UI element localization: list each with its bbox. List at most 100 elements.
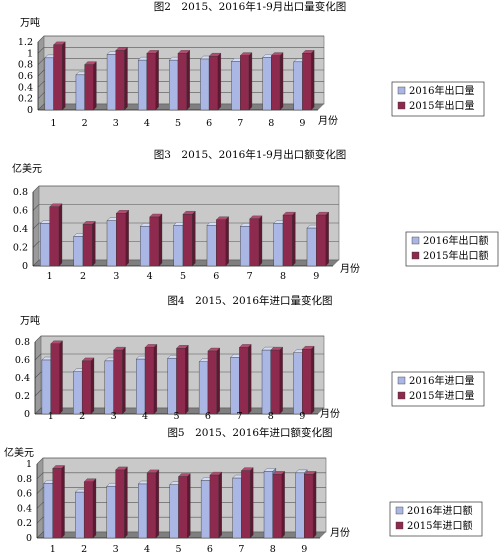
legend-swatch: [411, 251, 420, 260]
chart-export-volume: 图2 2015、2016年1-9月出口量变化图 万吨 0 0.2 0.4 0.6 0.8 1 1…: [0, 0, 500, 140]
gridline-side: [36, 531, 44, 539]
legend-swatch: [397, 86, 406, 95]
legend: 2016年进口量 2015年进口量: [391, 371, 485, 407]
legend-label: 2016年进口额: [407, 504, 472, 517]
y-tick-label: 0: [22, 261, 28, 272]
gridline-side: [32, 204, 40, 211]
chart-title: 图2 2015、2016年1-9月出口量变化图: [154, 0, 347, 13]
x-tick-label: 7: [236, 411, 242, 422]
x-axis-label: 月份: [330, 527, 350, 539]
gridline-side: [37, 69, 45, 77]
x-tick-label: 2: [82, 118, 88, 129]
x-tick-label: 2: [79, 411, 85, 422]
x-tick-label: 7: [238, 544, 244, 555]
legend-swatch: [395, 506, 404, 515]
bar-2015-4: [149, 213, 163, 267]
gridline-side: [37, 103, 45, 111]
chart-import-volume: 图4 2015、2016年进口量变化图 万吨 0 0.2 0.4 0.6 0.8 1 2 3 4 5 6…: [0, 290, 500, 430]
chart-import-value: 图5 2015、2016年进口额变化图 亿美元 0 0.2 0.4 0.6 0.8 1 1 2 3 4…: [0, 426, 500, 555]
y-tick-label: 0: [27, 105, 33, 116]
legend: 2016年进口额 2015年进口额: [389, 501, 483, 537]
y-tick-label: 0.4: [13, 224, 28, 235]
legend-label: 2015年出口量: [409, 99, 474, 112]
gridline-side: [36, 516, 44, 524]
gridline-side: [36, 472, 44, 480]
legend: 2016年出口额 2015年出口额: [405, 231, 499, 267]
gridline-side: [32, 185, 40, 193]
legend-label: 2016年出口量: [409, 84, 474, 97]
x-tick-label: 8: [268, 118, 274, 129]
bar-2015-8: [272, 470, 285, 539]
bar-2015-4: [144, 344, 158, 415]
legend-swatch: [397, 101, 406, 110]
bar-2015-6: [215, 216, 230, 267]
legend-label: 2016年出口额: [423, 234, 488, 247]
gridline-side: [34, 389, 42, 397]
bar-2015-3: [115, 47, 128, 111]
bar-2015-3: [115, 466, 128, 539]
y-tick-label: 0.2: [15, 391, 30, 402]
y-tick-label: 0.4: [18, 82, 33, 93]
x-tick-label: 4: [144, 118, 150, 129]
legend-swatch: [397, 391, 406, 400]
gridline-side: [34, 371, 42, 379]
bar-2015-1: [49, 203, 63, 267]
y-tick-label: 0.2: [18, 94, 33, 105]
x-tick-label: 3: [113, 544, 119, 555]
legend-label: 2015年进口额: [407, 519, 472, 532]
bar-2015-2: [83, 478, 97, 539]
gridline-side: [32, 259, 40, 267]
bar-2015-7: [239, 344, 252, 415]
legend-swatch: [395, 521, 404, 530]
x-tick-label: 2: [80, 271, 86, 282]
gridline-side: [37, 81, 45, 88]
bar-2015-6: [208, 52, 222, 111]
bar-2015-5: [182, 210, 196, 267]
bar-2015-5: [178, 473, 191, 539]
legend-label: 2015年出口额: [423, 249, 488, 262]
x-tick-label: 1: [51, 118, 57, 129]
y-axis-unit: 万吨: [20, 314, 40, 327]
y-tick-label: 0.6: [15, 355, 30, 366]
x-tick-label: 6: [213, 271, 219, 282]
bar-2015-2: [82, 221, 96, 267]
bar-2015-2: [81, 357, 95, 415]
y-tick-label: 0: [24, 409, 30, 420]
y-tick-label: 1.2: [18, 37, 33, 48]
gridline-side: [34, 353, 42, 361]
x-axis-label: 月份: [320, 408, 340, 420]
legend-label: 2016年进口量: [409, 374, 474, 387]
x-tick-label: 9: [301, 544, 307, 555]
bar-2015-3: [113, 346, 126, 415]
x-tick-label: 5: [173, 411, 179, 422]
bar-2015-9: [301, 345, 315, 415]
x-tick-label: 3: [113, 118, 119, 129]
x-tick-label: 8: [280, 271, 286, 282]
y-axis-unit: 亿美元: [12, 162, 42, 175]
gridline-side: [36, 457, 44, 465]
gridline-side: [34, 407, 42, 415]
gridline-side: [34, 335, 42, 343]
bar-2015-9: [303, 470, 317, 539]
bar-2015-7: [241, 467, 254, 539]
bar-2015-1: [50, 340, 63, 415]
x-tick-label: 2: [81, 544, 87, 555]
bar-2015-8: [282, 211, 296, 267]
x-tick-label: 4: [147, 271, 153, 282]
bar-2015-9: [315, 211, 330, 267]
x-tick-label: 6: [207, 544, 213, 555]
y-tick-label: 0.8: [17, 474, 32, 485]
bar-2015-4: [146, 49, 159, 111]
gridline-side: [32, 241, 40, 248]
y-tick-label: 0.6: [13, 206, 28, 217]
bar-2015-7: [239, 52, 253, 111]
gridline-side: [37, 58, 45, 65]
x-tick-label: 5: [180, 271, 186, 282]
y-tick-label: 0.6: [18, 71, 33, 82]
bar-2015-1: [52, 465, 65, 539]
x-tick-label: 7: [237, 118, 243, 129]
x-tick-label: 9: [299, 118, 305, 129]
bar-2015-5: [177, 49, 191, 111]
